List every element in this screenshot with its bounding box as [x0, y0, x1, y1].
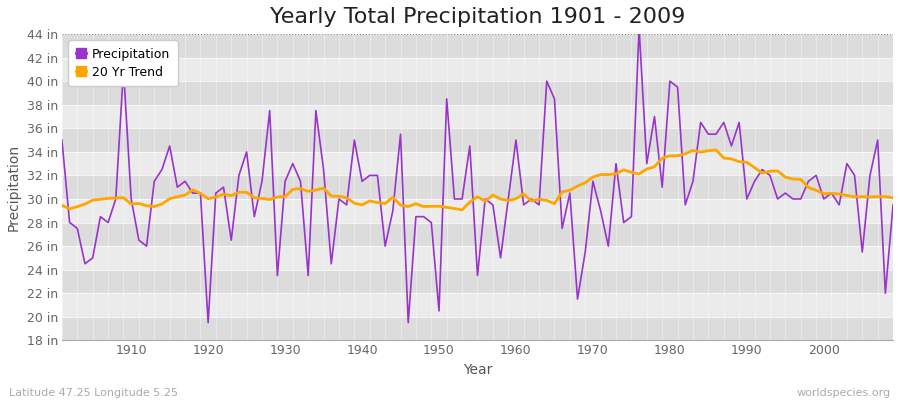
20 Yr Trend	[334, 194, 345, 198]
20 Yr Trend	[887, 196, 898, 200]
Bar	[62, 222, 893, 246]
Bar	[62, 246, 893, 270]
Bar	[62, 199, 893, 222]
Precipitation	[634, 26, 644, 30]
20 Yr Trend	[510, 196, 521, 201]
20 Yr Trend	[456, 208, 467, 212]
20 Yr Trend	[711, 148, 722, 152]
Precipitation	[518, 202, 529, 207]
Precipitation	[610, 161, 621, 166]
Precipitation	[510, 138, 521, 142]
Bar	[62, 270, 893, 293]
Line: 20 Yr Trend: 20 Yr Trend	[62, 150, 893, 210]
20 Yr Trend	[57, 203, 68, 208]
Bar	[62, 293, 893, 317]
20 Yr Trend	[118, 195, 129, 200]
Legend: Precipitation, 20 Yr Trend: Precipitation, 20 Yr Trend	[68, 40, 177, 86]
20 Yr Trend	[610, 171, 621, 176]
Bar	[62, 152, 893, 176]
20 Yr Trend	[518, 192, 529, 196]
Text: Latitude 47.25 Longitude 5.25: Latitude 47.25 Longitude 5.25	[9, 388, 178, 398]
Precipitation	[57, 138, 68, 142]
Y-axis label: Precipitation: Precipitation	[7, 144, 21, 231]
Bar	[62, 176, 893, 199]
X-axis label: Year: Year	[463, 363, 492, 377]
Bar	[62, 128, 893, 152]
Precipitation	[341, 202, 352, 207]
Precipitation	[202, 320, 213, 325]
Precipitation	[118, 67, 129, 72]
Text: worldspecies.org: worldspecies.org	[796, 388, 891, 398]
Title: Yearly Total Precipitation 1901 - 2009: Yearly Total Precipitation 1901 - 2009	[270, 7, 685, 27]
Line: Precipitation: Precipitation	[62, 28, 893, 323]
Bar	[62, 317, 893, 340]
Bar	[62, 105, 893, 128]
Precipitation	[295, 179, 306, 184]
Bar	[62, 34, 893, 58]
20 Yr Trend	[287, 187, 298, 192]
Bar	[62, 58, 893, 81]
Bar	[62, 81, 893, 105]
Precipitation	[887, 202, 898, 207]
